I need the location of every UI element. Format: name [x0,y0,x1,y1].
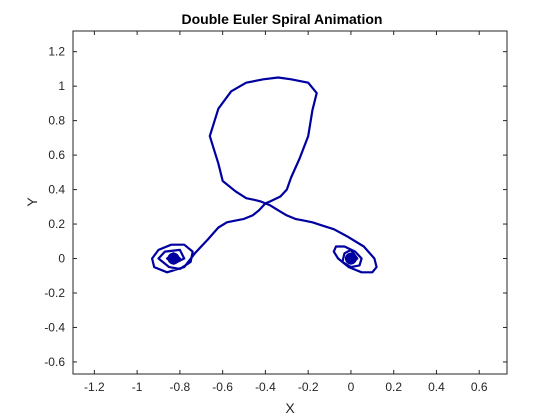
y-tick-label: -0.2 [44,286,65,300]
marker-layer [167,252,357,265]
x-tick-label: 0 [348,380,355,394]
chart-title: Double Euler Spiral Animation [182,11,383,27]
spiral-center-marker [167,252,180,265]
y-tick-label: 0.6 [48,148,65,162]
y-tick-label: 1.2 [48,45,65,59]
x-tick-label: -1 [132,380,143,394]
series-layer [151,76,378,274]
plot-area [72,30,508,375]
y-axis-label: Y [24,197,40,207]
x-tick-label: 0.2 [385,380,402,394]
x-axis-ticks: -1.2 -1 -0.8 -0.6 -0.4 -0.2 0 0.2 0.4 0.6 [84,31,488,394]
x-tick-label: -0.2 [298,380,319,394]
y-axis-ticks: -0.6 -0.4 -0.2 0 0.2 0.4 0.6 0.8 1 1.2 [44,45,507,369]
y-tick-label: 1 [58,79,65,93]
y-tick-label: 0 [58,252,65,266]
series-line [151,76,378,274]
y-tick-label: 0.8 [48,114,65,128]
x-tick-label: -0.6 [212,380,233,394]
x-tick-label: -0.4 [255,380,276,394]
y-tick-label: -0.4 [44,320,65,334]
x-axis-label: X [285,400,295,416]
y-tick-label: -0.6 [44,355,65,369]
x-tick-label: 0.4 [428,380,445,394]
y-tick-label: 0.4 [48,183,65,197]
spiral-center-marker [344,252,357,265]
x-tick-label: 0.6 [471,380,488,394]
y-tick-label: 0.2 [48,217,65,231]
x-tick-label: -0.8 [170,380,191,394]
x-tick-label: -1.2 [84,380,105,394]
